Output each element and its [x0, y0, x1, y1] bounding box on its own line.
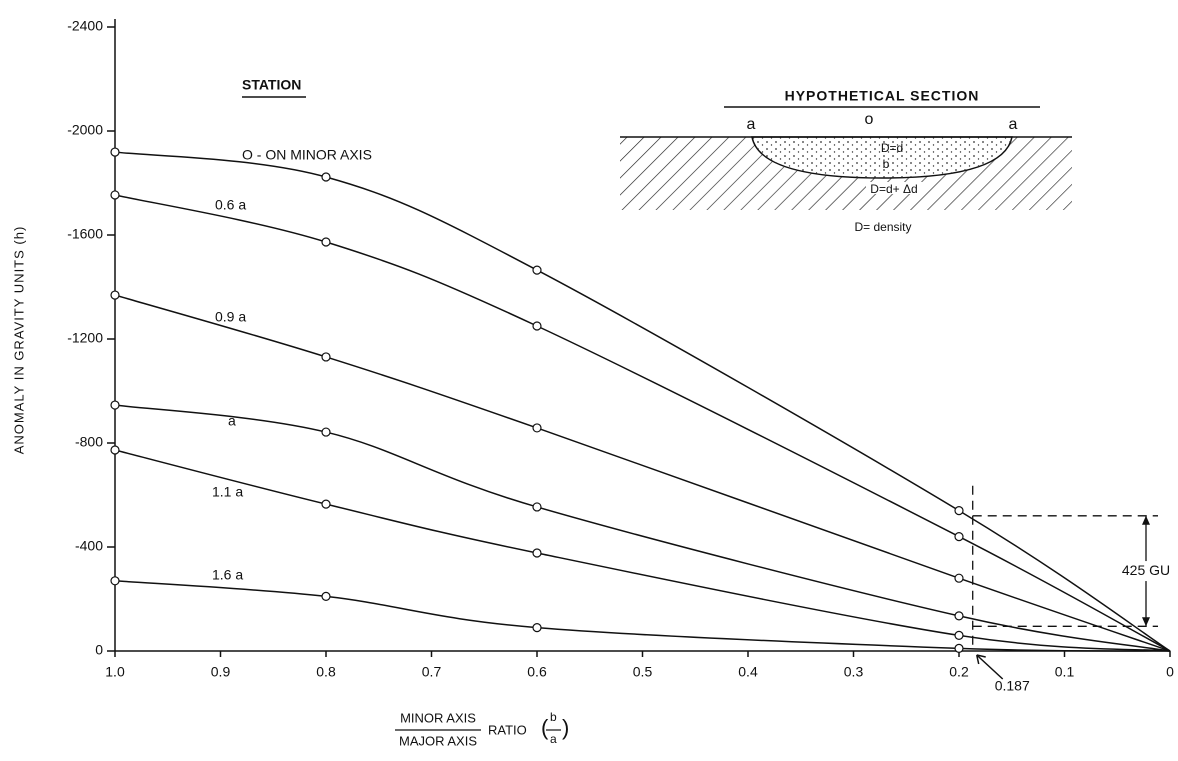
x-tick-label: 0.8	[316, 664, 336, 680]
point-marker	[110, 400, 120, 410]
series-line	[114, 151, 1171, 652]
y-tick-label: -800	[75, 434, 103, 450]
point-marker	[532, 321, 542, 331]
series-label: 0.9 a	[215, 309, 246, 325]
section-label: b	[883, 157, 890, 171]
legend-title: STATION	[242, 77, 301, 93]
point-marker	[110, 147, 120, 157]
x-tick-label: 0.5	[633, 664, 653, 680]
paren: )	[562, 715, 569, 740]
marker-arrow	[975, 654, 1004, 680]
section-label: o	[865, 111, 874, 128]
point-marker	[954, 630, 964, 641]
x-axis-label: MAJOR AXIS	[399, 733, 477, 748]
series-label: a	[228, 413, 236, 429]
section-label: a	[1009, 116, 1018, 133]
point-marker	[110, 290, 120, 300]
point-marker	[954, 506, 964, 516]
series-line	[114, 404, 1171, 652]
point-marker	[321, 172, 331, 182]
point-marker	[532, 548, 542, 558]
point-marker	[954, 573, 964, 583]
point-marker	[110, 190, 120, 200]
point-marker	[321, 591, 331, 602]
y-tick-label: -1200	[67, 330, 103, 346]
series-line	[114, 194, 1171, 652]
x-axis-label: MINOR AXIS	[400, 710, 476, 725]
marker-label: 0.187	[995, 678, 1030, 694]
y-axis-label: ANOMALY IN GRAVITY UNITS (h)	[11, 226, 26, 455]
point-marker	[532, 622, 542, 633]
point-marker	[532, 423, 542, 433]
series-line	[114, 580, 1171, 652]
x-tick-label: 0	[1166, 664, 1174, 680]
point-marker	[110, 445, 120, 455]
paren: (	[541, 715, 549, 740]
section-label: D= density	[854, 220, 911, 234]
x-axis-label: b	[550, 710, 557, 724]
point-marker	[321, 427, 331, 437]
x-tick-label: 0.7	[422, 664, 442, 680]
y-tick-label: -2400	[67, 18, 103, 34]
series-line	[114, 294, 1171, 652]
point-marker	[321, 237, 331, 247]
bracket-label: 425 GU	[1122, 562, 1170, 578]
section-label: D=d+ Δd	[870, 182, 917, 196]
series-label: 1.6 a	[212, 567, 243, 583]
section-diagram: HYPOTHETICAL SECTION a o a D=d b D=d+ Δd…	[620, 88, 1072, 234]
series-label: 0.6 a	[215, 197, 246, 213]
series-line	[114, 449, 1171, 652]
label-bg	[866, 182, 924, 194]
x-axis-label: a	[550, 732, 557, 746]
y-tick-label: 0	[95, 642, 103, 658]
point-marker	[954, 531, 964, 542]
y-tick-label: -1600	[67, 226, 103, 242]
point-marker	[954, 611, 964, 621]
x-tick-label: 0.1	[1055, 664, 1075, 680]
y-tick-label: -400	[75, 538, 103, 554]
point-marker	[321, 352, 331, 362]
point-marker	[110, 576, 120, 586]
bracket-label-bg	[1116, 561, 1176, 582]
point-marker	[321, 499, 331, 509]
series-label: 1.1 a	[212, 484, 243, 500]
point-marker	[532, 502, 542, 512]
lens-fill	[752, 137, 1012, 178]
point-marker	[954, 643, 964, 654]
series-label: O - ON MINOR AXIS	[242, 147, 372, 163]
x-tick-label: 0.3	[844, 664, 864, 680]
section-title: HYPOTHETICAL SECTION	[785, 88, 980, 104]
section-label: a	[747, 116, 756, 133]
point-marker	[532, 265, 542, 275]
x-tick-label: 0.2	[949, 664, 969, 680]
x-tick-label: 1.0	[105, 664, 125, 680]
x-axis-label: RATIO	[488, 722, 527, 737]
x-tick-label: 0.9	[211, 664, 231, 680]
x-tick-label: 0.4	[738, 664, 758, 680]
y-tick-label: -2000	[67, 122, 103, 138]
x-tick-label: 0.6	[527, 664, 547, 680]
section-label: D=d	[881, 141, 903, 155]
